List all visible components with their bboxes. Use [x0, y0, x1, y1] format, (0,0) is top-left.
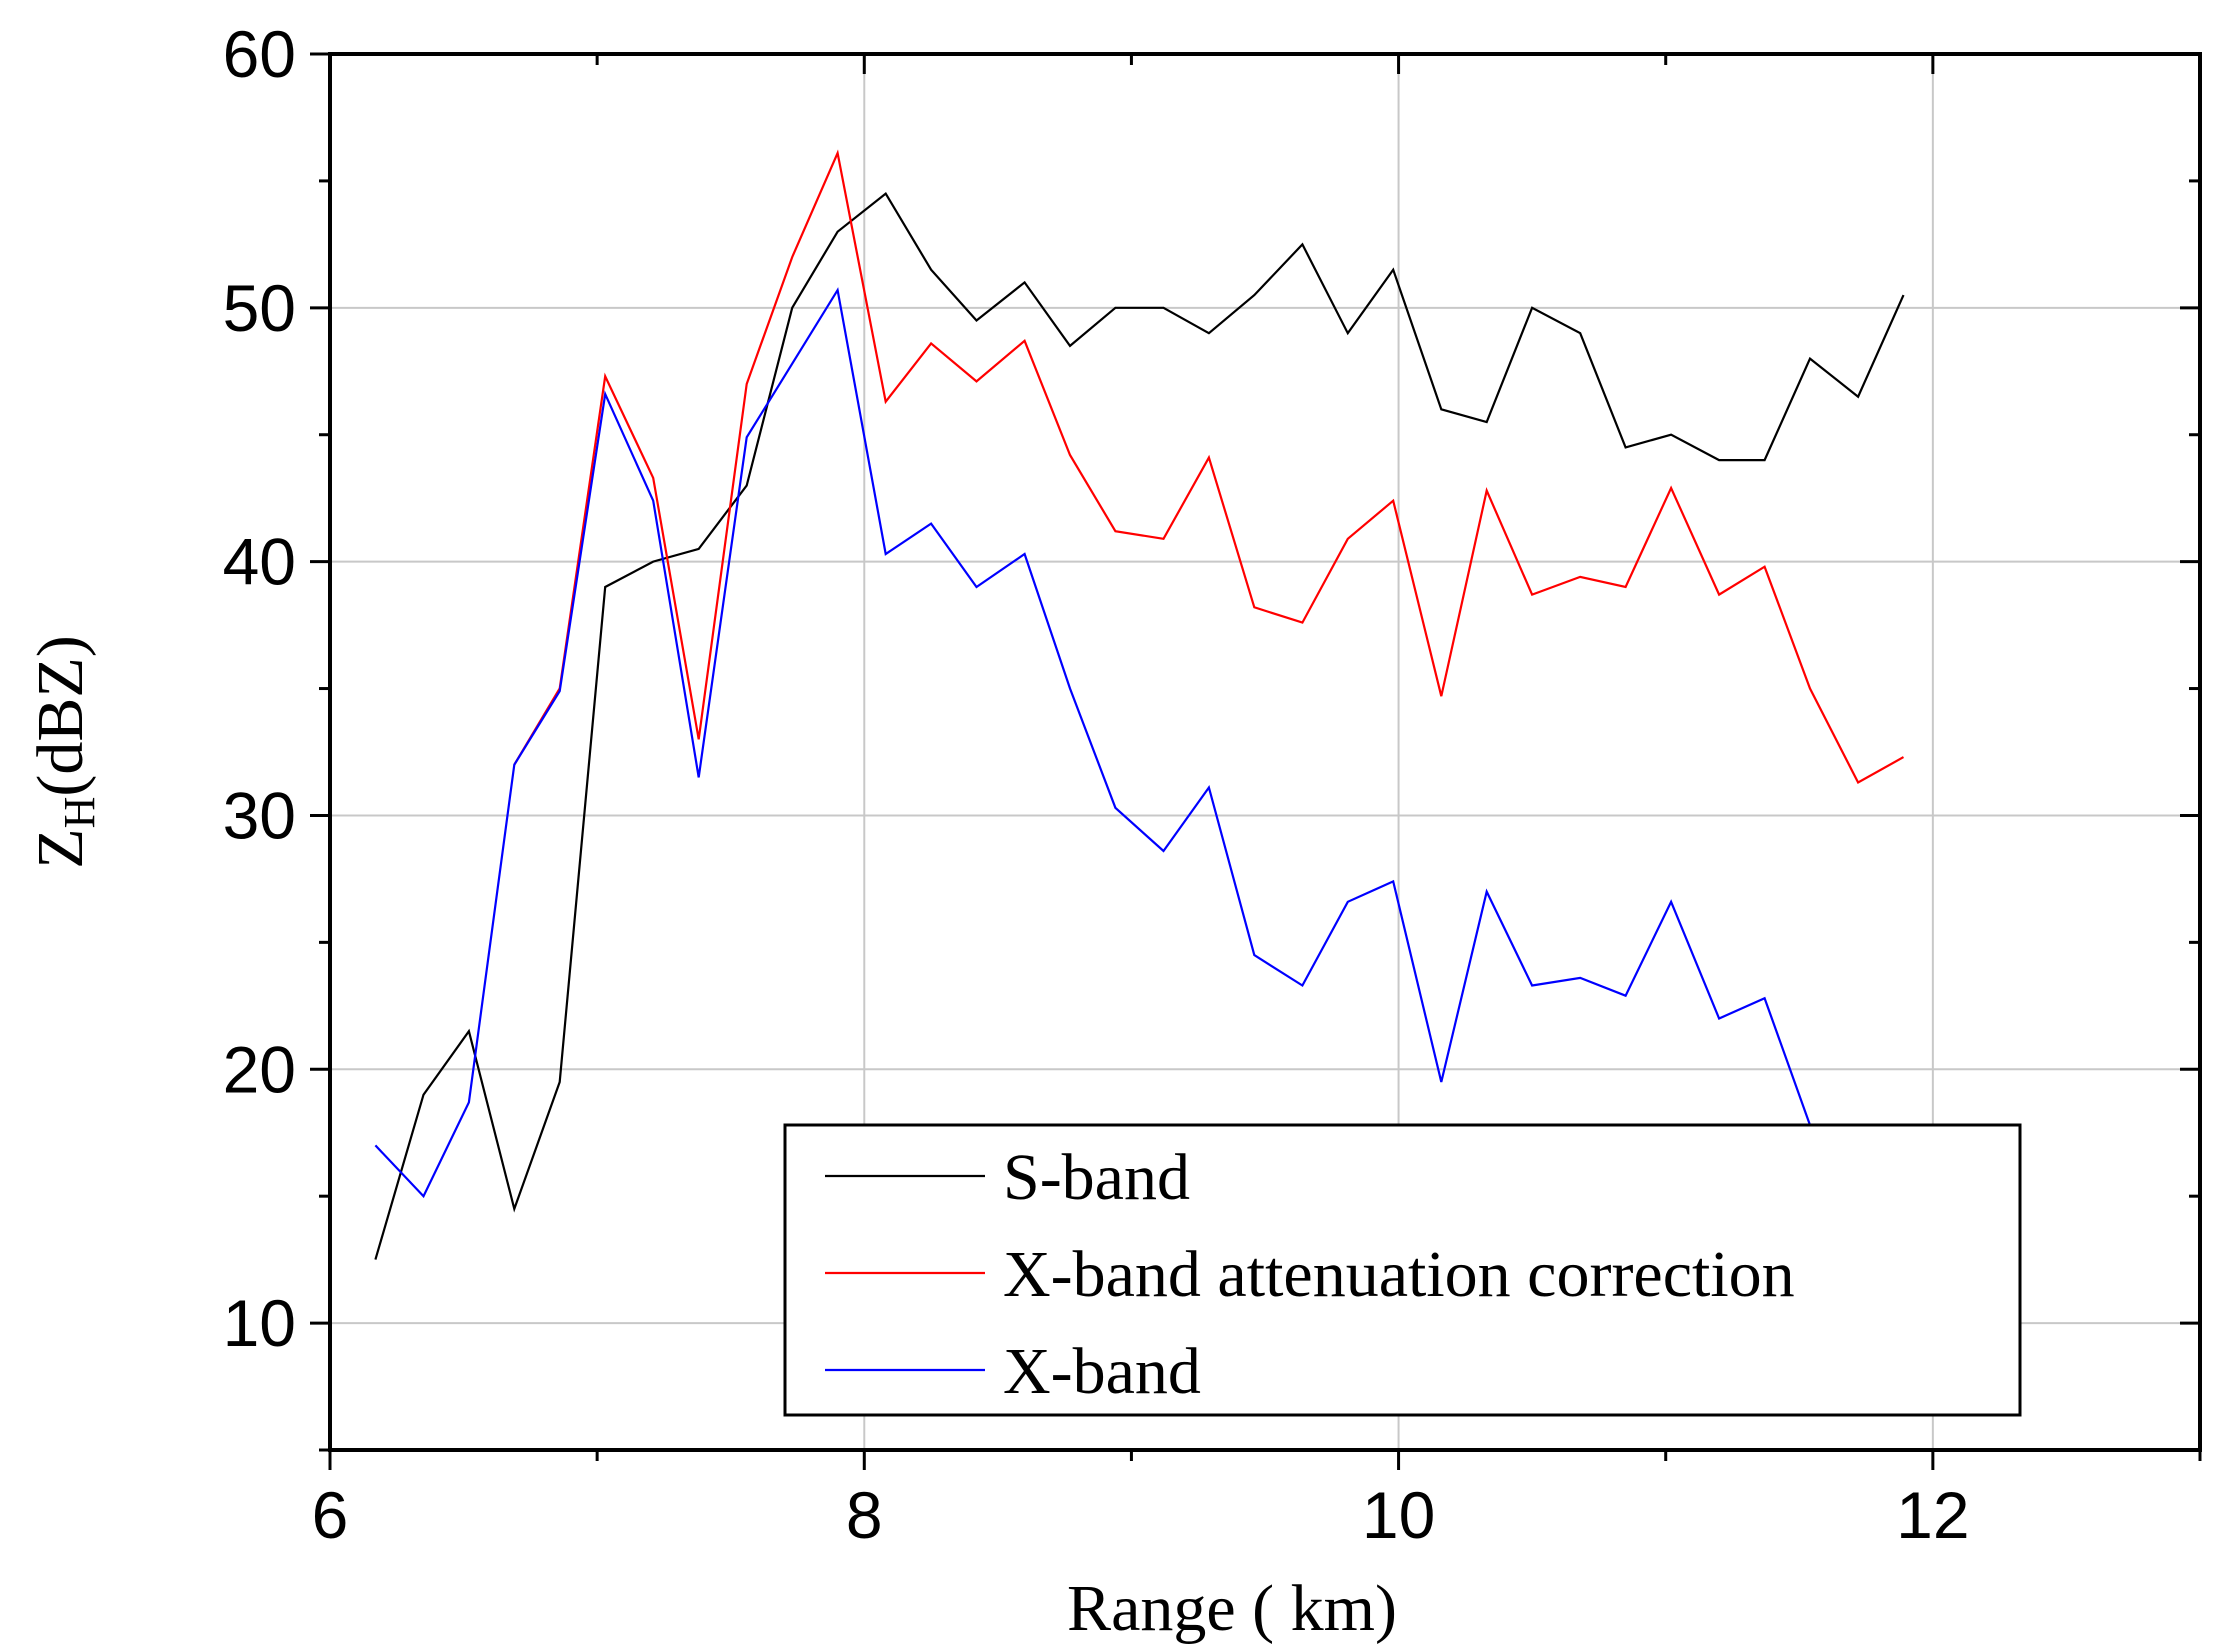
y-tick-label: 10: [223, 1286, 296, 1360]
legend-label-3: X-band: [1003, 1335, 1201, 1408]
series-line-3: [374, 287, 1812, 1199]
x-tick-label: 12: [1896, 1478, 1969, 1552]
x-tick-label: 6: [312, 1478, 349, 1552]
axis-tick-labels: 6 8 10 12 10 20 30 40 50 60: [223, 17, 1970, 1552]
legend-box: [783, 1123, 2022, 1417]
axis-ticks: [310, 52, 2202, 1470]
x-tick-label: 8: [846, 1478, 883, 1552]
y-axis-title-subscript: H: [55, 797, 104, 829]
y-tick-label: 20: [223, 1032, 296, 1106]
legend-label-1: S-band: [1003, 1141, 1190, 1214]
y-tick-label: 40: [223, 525, 296, 599]
x-axis-title: Range ( km): [1067, 1572, 1397, 1645]
y-tick-label: 30: [223, 778, 296, 852]
y-axis-title-unit: (dBZ): [24, 635, 97, 796]
legend: S-band X-band attenuation correction X-ban…: [783, 1123, 2022, 1417]
y-axis-title-main: Z: [24, 828, 97, 868]
y-tick-label: 60: [223, 17, 296, 91]
series-line-1: [374, 191, 1905, 1260]
legend-label-2: X-band attenuation correction: [1003, 1238, 1795, 1311]
series-line-2: [513, 149, 1905, 785]
y-tick-label: 50: [223, 271, 296, 345]
plot-frame: [328, 52, 2202, 1452]
y-axis-title: ZH(dBZ): [24, 635, 104, 868]
plot-series: [374, 149, 1905, 1260]
x-tick-label: 10: [1362, 1478, 1435, 1552]
